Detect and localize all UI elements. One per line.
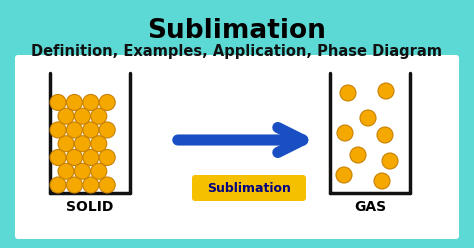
Circle shape <box>360 110 376 126</box>
Circle shape <box>83 94 99 110</box>
Circle shape <box>83 122 99 138</box>
Circle shape <box>50 94 66 110</box>
Circle shape <box>382 153 398 169</box>
Circle shape <box>58 136 74 152</box>
FancyBboxPatch shape <box>192 175 306 201</box>
Circle shape <box>99 150 115 165</box>
Circle shape <box>337 125 353 141</box>
Circle shape <box>66 94 82 110</box>
Text: SOLID: SOLID <box>66 200 114 214</box>
Text: GAS: GAS <box>354 200 386 214</box>
Text: Definition, Examples, Application, Phase Diagram: Definition, Examples, Application, Phase… <box>31 44 443 59</box>
Circle shape <box>50 122 66 138</box>
Text: Sublimation: Sublimation <box>147 18 327 44</box>
Circle shape <box>336 167 352 183</box>
Circle shape <box>91 163 107 179</box>
Circle shape <box>378 83 394 99</box>
Circle shape <box>83 150 99 165</box>
Circle shape <box>99 94 115 110</box>
Circle shape <box>58 108 74 124</box>
Circle shape <box>99 122 115 138</box>
Circle shape <box>66 150 82 165</box>
Circle shape <box>74 108 91 124</box>
Text: Sublimation: Sublimation <box>207 182 291 194</box>
Circle shape <box>340 85 356 101</box>
Circle shape <box>374 173 390 189</box>
Circle shape <box>50 150 66 165</box>
Circle shape <box>58 163 74 179</box>
Circle shape <box>50 177 66 193</box>
Circle shape <box>83 177 99 193</box>
Circle shape <box>74 136 91 152</box>
Circle shape <box>66 122 82 138</box>
FancyBboxPatch shape <box>15 55 459 239</box>
Circle shape <box>99 177 115 193</box>
Circle shape <box>74 163 91 179</box>
Circle shape <box>377 127 393 143</box>
Circle shape <box>91 108 107 124</box>
Circle shape <box>350 147 366 163</box>
Circle shape <box>91 136 107 152</box>
Circle shape <box>66 177 82 193</box>
